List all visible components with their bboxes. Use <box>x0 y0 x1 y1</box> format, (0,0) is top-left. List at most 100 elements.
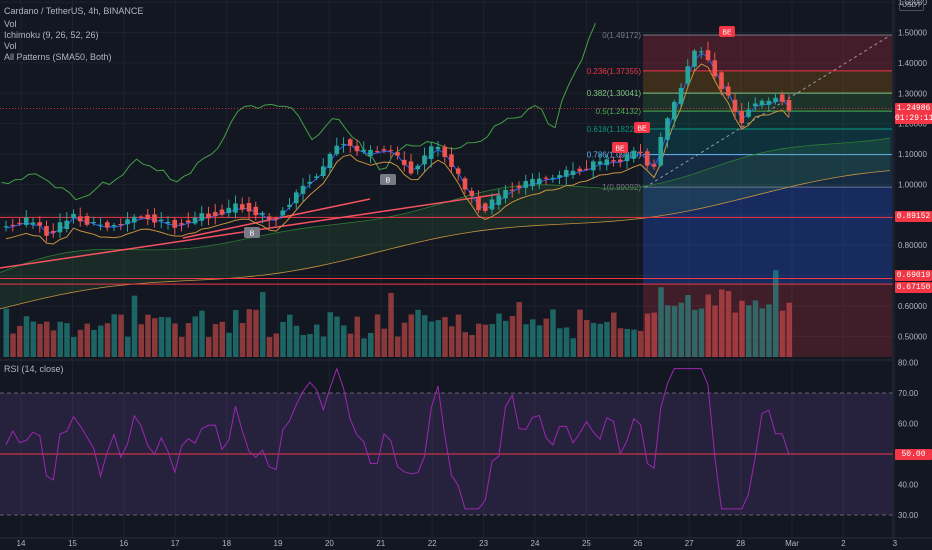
volume-bar <box>786 302 792 357</box>
volume-bar <box>671 305 678 357</box>
candle-body <box>530 178 535 187</box>
fib-level-label: 0.786(1.09809) <box>587 151 642 160</box>
legend-ichimoku[interactable]: Ichimoku (9, 26, 52, 26) <box>4 30 99 40</box>
x-tick-label: 18 <box>222 539 231 548</box>
rsi-panel[interactable] <box>0 359 893 516</box>
fib-level-label: 0.618(1.18222) <box>587 125 642 134</box>
ichimoku-kumo <box>0 138 890 309</box>
candle-body <box>192 217 198 224</box>
y-tick-label: 0.80000 <box>898 241 927 250</box>
candle-body <box>300 185 306 194</box>
fib-level-label: 0.382(1.30041) <box>587 89 642 98</box>
symbol-title[interactable]: Cardano / TetherUS, 4h, BINANCE <box>4 6 144 16</box>
y-tick-label: 1.50000 <box>898 29 927 38</box>
price-tag-background <box>895 270 932 281</box>
price-tag-background <box>895 113 932 124</box>
volume-bar <box>307 334 313 357</box>
volume-bar <box>354 316 360 357</box>
rsi-legend[interactable]: RSI (14, close) <box>4 364 64 374</box>
candle-body <box>145 214 151 220</box>
candle-body <box>327 153 333 168</box>
volume-bar <box>462 332 468 357</box>
price-tag-background <box>895 211 932 222</box>
candle-body <box>388 150 394 152</box>
price-tag-background <box>895 449 932 460</box>
volume-bar <box>219 321 225 357</box>
volume-bar <box>199 310 205 357</box>
candle-body <box>84 216 90 225</box>
volume-bar <box>624 328 630 357</box>
volume-bar <box>30 321 36 357</box>
y-tick-label: 1.00000 <box>898 180 927 189</box>
candle-body <box>260 212 265 215</box>
volume-bar <box>253 309 259 357</box>
candle-body <box>165 221 171 224</box>
volume-bar <box>185 323 192 357</box>
candle-body <box>408 161 414 174</box>
volume-bar <box>489 324 495 357</box>
candle-body <box>3 226 9 228</box>
volume-bar <box>118 314 124 357</box>
rsi-line <box>5 367 790 510</box>
volume-bar <box>665 305 671 357</box>
volume-bar <box>651 312 657 357</box>
support-tag-1: 0.89152 <box>896 212 931 221</box>
y-tick-label: 1.30000 <box>898 89 927 98</box>
fib-zone <box>643 129 892 155</box>
candle-body <box>104 222 110 228</box>
volume-bar <box>509 316 516 357</box>
price-tag-backgrounds <box>895 103 932 460</box>
candle-body <box>462 178 468 190</box>
y-tick-label: 1.10000 <box>898 150 927 159</box>
legend-volume-2[interactable]: Vol <box>4 41 17 51</box>
volume-bar <box>327 312 333 357</box>
y-tick-label: 0.50000 <box>898 332 927 341</box>
volume-bar <box>449 326 455 357</box>
current-price-tag: 1.24986 <box>896 104 931 113</box>
volume-bar <box>428 321 435 357</box>
volume-bar <box>293 325 300 357</box>
fib-zone <box>643 111 892 130</box>
volume-bar <box>658 287 664 357</box>
x-tick-label: 15 <box>68 539 77 548</box>
volume-bar <box>442 317 448 357</box>
candle-body <box>482 203 488 212</box>
candle-body <box>77 216 83 222</box>
volume-bar <box>752 300 759 357</box>
candle-body <box>415 165 421 170</box>
candle-body <box>577 168 583 172</box>
legend-volume[interactable]: Vol <box>4 19 17 29</box>
candle-body <box>37 222 43 226</box>
legend-all-patterns[interactable]: All Patterns (SMA50, Both) <box>4 52 112 62</box>
volume-bar <box>374 314 381 357</box>
pattern-marker <box>380 174 396 185</box>
x-tick-label: 14 <box>17 539 26 548</box>
pattern-marker <box>244 227 260 238</box>
volume-bar <box>557 328 563 357</box>
candles <box>3 41 792 242</box>
volume-bar <box>165 317 171 357</box>
currency-badge[interactable]: USDT <box>898 1 924 11</box>
volume-bar <box>401 322 408 357</box>
rsi-y-tick-label: 40.00 <box>898 481 919 490</box>
volume-bar <box>455 314 462 357</box>
volume-bar <box>712 305 718 357</box>
volume-bar <box>3 308 9 357</box>
volume-bar <box>192 316 198 357</box>
candle-body <box>10 224 16 226</box>
volume-bar <box>685 295 691 357</box>
candle-body <box>44 226 49 236</box>
candle-body <box>516 185 522 188</box>
volume-bar <box>314 324 320 357</box>
volume-bar <box>84 323 90 357</box>
candle-body <box>172 219 178 228</box>
volume-bar <box>536 325 543 357</box>
candle-body <box>334 145 340 155</box>
volume-bar <box>98 325 104 357</box>
volume-bar <box>172 323 178 357</box>
candle-body <box>597 161 603 165</box>
candle-body <box>293 192 299 204</box>
candle-body <box>692 50 697 67</box>
volume-bar <box>212 324 219 357</box>
